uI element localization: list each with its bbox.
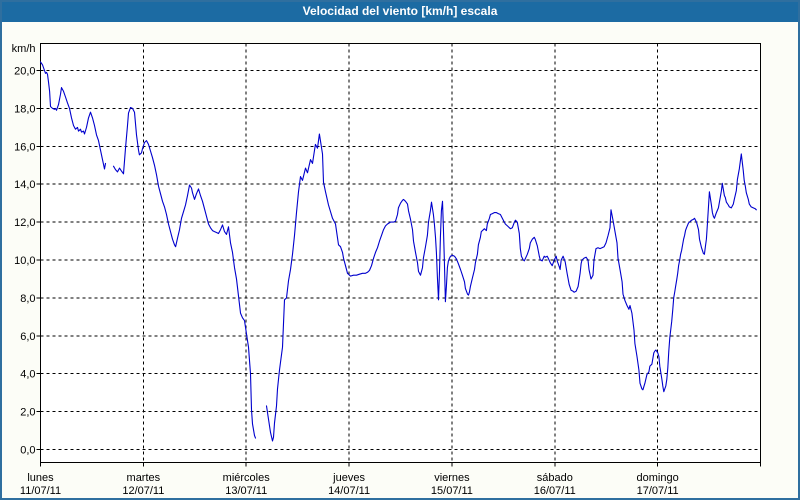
x-date-label: 16/07/11 xyxy=(534,485,576,497)
x-day-label: sábado xyxy=(537,472,573,484)
y-tick-label: 12,0 xyxy=(14,217,35,229)
y-tick-label: 18,0 xyxy=(14,103,35,115)
x-date-label: 12/07/11 xyxy=(122,485,164,497)
plot-border xyxy=(40,43,761,463)
y-tick-label: 8,0 xyxy=(20,293,35,305)
x-day-label: domingo xyxy=(637,472,679,484)
x-date-label: 11/07/11 xyxy=(20,485,61,497)
x-day-label: martes xyxy=(127,472,161,484)
x-day-label: jueves xyxy=(332,472,365,484)
y-tick-label: 14,0 xyxy=(14,179,35,191)
title-bar: Velocidad del viento [km/h] escala xyxy=(0,0,800,22)
y-axis-unit-label: km/h xyxy=(12,43,36,55)
y-tick-label: 6,0 xyxy=(20,331,35,343)
x-date-label: 17/07/11 xyxy=(637,485,679,497)
x-day-label: viernes xyxy=(434,472,470,484)
x-date-label: 15/07/11 xyxy=(431,485,473,497)
x-date-label: 14/07/11 xyxy=(328,485,370,497)
wind-speed-line xyxy=(39,61,757,442)
x-date-label: 13/07/11 xyxy=(225,485,267,497)
x-day-label: lunes xyxy=(27,472,54,484)
y-tick-label: 4,0 xyxy=(20,369,35,381)
x-day-label: miércoles xyxy=(223,472,271,484)
y-tick-label: 10,0 xyxy=(14,255,35,267)
y-tick-label: 2,0 xyxy=(20,407,35,419)
y-tick-label: 0,0 xyxy=(20,445,35,457)
plot-area xyxy=(40,43,761,463)
page-title: Velocidad del viento [km/h] escala xyxy=(302,4,498,18)
y-tick-label: 16,0 xyxy=(14,141,35,153)
y-tick-label: 20,0 xyxy=(14,66,35,78)
